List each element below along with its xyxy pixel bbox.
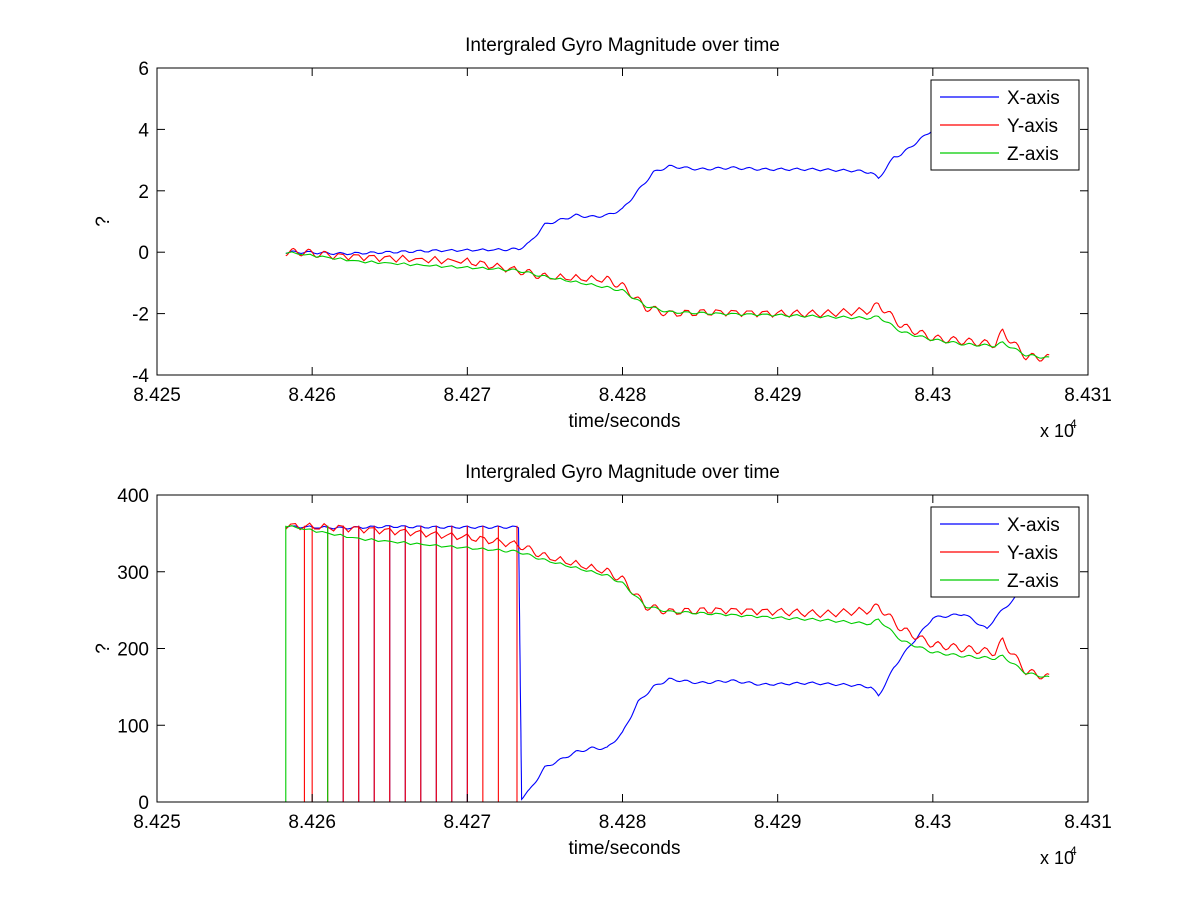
y-tick-label: 400 (117, 486, 149, 507)
series-line-z-axis (285, 251, 1050, 359)
legend-entry-x-axis: X-axis (1007, 515, 1060, 536)
x-tick-label: 8.426 (288, 812, 336, 833)
legend-entry-z-axis: Z-axis (1007, 571, 1059, 592)
series-line-y-axis (285, 247, 1050, 362)
legend: X-axis Y-axis Z-axis (930, 79, 1080, 171)
series-line-x-axis (285, 125, 952, 256)
x-tick-label: 8.43 (914, 812, 951, 833)
series-group (285, 125, 1050, 362)
x-multiplier-exponent: 4 (1070, 417, 1077, 431)
y-axis-label: ? (93, 216, 114, 227)
legend-entry-y-axis: Y-axis (1007, 116, 1058, 137)
series-line-y-axis (285, 522, 1050, 680)
y-tick-label: 4 (138, 120, 149, 141)
x-tick-label: 8.428 (599, 812, 647, 833)
y-axis-label: ? (93, 643, 114, 654)
y-tick-label: 2 (138, 182, 149, 203)
y-tick-label: -4 (132, 366, 149, 387)
legend: X-axis Y-axis Z-axis (930, 506, 1080, 598)
legend-entry-x-axis: X-axis (1007, 88, 1060, 109)
y-tick-label: 100 (117, 716, 149, 737)
x-tick-label: 8.427 (444, 385, 492, 406)
x-tick-label: 8.426 (288, 385, 336, 406)
top-subplot: 8.425 8.426 8.427 8.428 8.429 8.43 8.431 -4 -2 0 2… (93, 35, 1112, 441)
series-line-x-axis (285, 525, 1019, 801)
x-tick-label: 8.429 (754, 812, 802, 833)
y-tick-label: 300 (117, 563, 149, 584)
x-tick-label: 8.431 (1064, 385, 1112, 406)
x-tick-label: 8.425 (133, 385, 181, 406)
y-tick-label: 200 (117, 640, 149, 661)
legend-entry-z-axis: Z-axis (1007, 144, 1059, 165)
x-tick-label: 8.425 (133, 812, 181, 833)
x-tick-label: 8.431 (1064, 812, 1112, 833)
y-tick-label: -2 (132, 305, 149, 326)
x-multiplier-exponent: 4 (1070, 844, 1077, 858)
series-group (285, 522, 1050, 802)
series-line-z-axis (285, 525, 1050, 678)
x-tick-label: 8.428 (599, 385, 647, 406)
x-axis-label: time/seconds (569, 411, 681, 432)
x-multiplier-label: x 10 (1040, 848, 1074, 868)
x-tick-label: 8.429 (754, 385, 802, 406)
x-multiplier-label: x 10 (1040, 421, 1074, 441)
y-tick-label: 0 (138, 793, 149, 814)
y-tick-label: 0 (138, 243, 149, 264)
y-tick-label: 6 (138, 59, 149, 80)
x-axis-label: time/seconds (569, 838, 681, 859)
bottom-subplot: 8.425 8.426 8.427 8.428 8.429 8.43 8.431 0 100 20… (93, 462, 1112, 868)
legend-entry-y-axis: Y-axis (1007, 543, 1058, 564)
chart-title: Intergraled Gyro Magnitude over time (465, 35, 780, 56)
x-tick-label: 8.427 (444, 812, 492, 833)
chart-title: Intergraled Gyro Magnitude over time (465, 462, 780, 483)
x-tick-label: 8.43 (914, 385, 951, 406)
